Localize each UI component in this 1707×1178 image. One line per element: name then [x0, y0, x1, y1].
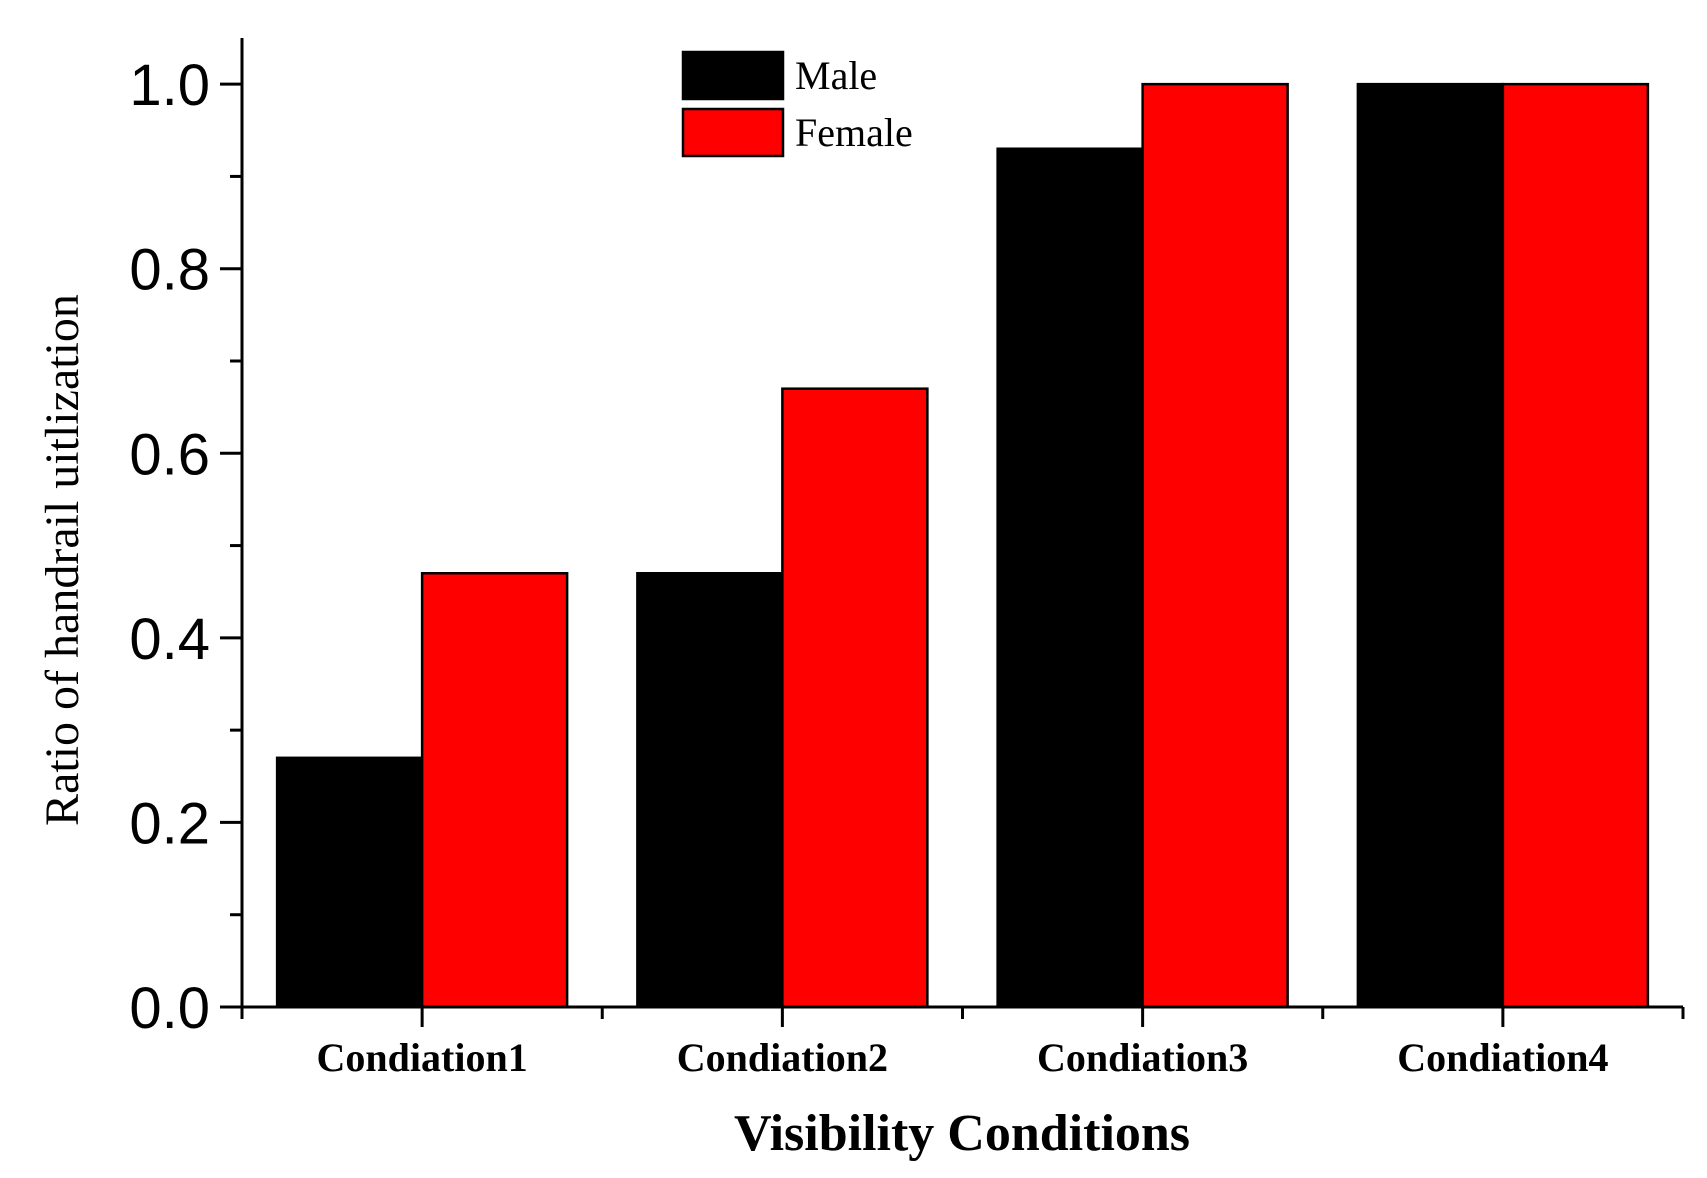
x-tick-label: Condiation2 — [677, 1035, 888, 1080]
bar-male-4 — [1356, 82, 1505, 1009]
y-tick-label: 0.6 — [129, 422, 210, 487]
x-tick-label: Condiation1 — [317, 1035, 528, 1080]
y-ticks-group: 0.0 0.2 0.4 0.6 0.8 1.0 — [129, 53, 242, 1041]
legend-label-female: Female — [795, 110, 913, 155]
legend-swatch-male — [681, 50, 785, 101]
legend: Male Female — [681, 50, 913, 158]
y-tick-label: 0.8 — [129, 238, 210, 303]
bar-female-4 — [1501, 82, 1650, 1009]
bar-male-3 — [996, 147, 1144, 1009]
bars-group — [275, 82, 1650, 1009]
bar-female-3 — [1141, 82, 1289, 1009]
bar-female-1 — [420, 572, 569, 1009]
x-tick-label: Condiation4 — [1397, 1035, 1608, 1080]
y-tick-label: 0.2 — [129, 791, 210, 856]
bar-male-1 — [275, 756, 424, 1009]
x-tick-label: Condiation3 — [1037, 1035, 1248, 1080]
y-tick-label: 0.4 — [129, 607, 210, 672]
legend-label-male: Male — [795, 53, 877, 98]
y-tick-label: 1.0 — [129, 53, 210, 118]
bar-female-2 — [781, 387, 929, 1009]
legend-swatch-female — [681, 107, 785, 158]
y-axis-title: Ratio of handrail uitlization — [36, 294, 89, 826]
bar-male-2 — [636, 572, 784, 1009]
y-tick-label: 0.0 — [129, 976, 210, 1041]
x-ticks-group: Condiation1 Condiation2 Condiation3 Condiat… — [240, 1007, 1685, 1080]
x-axis-title: Visibility Conditions — [734, 1105, 1190, 1162]
